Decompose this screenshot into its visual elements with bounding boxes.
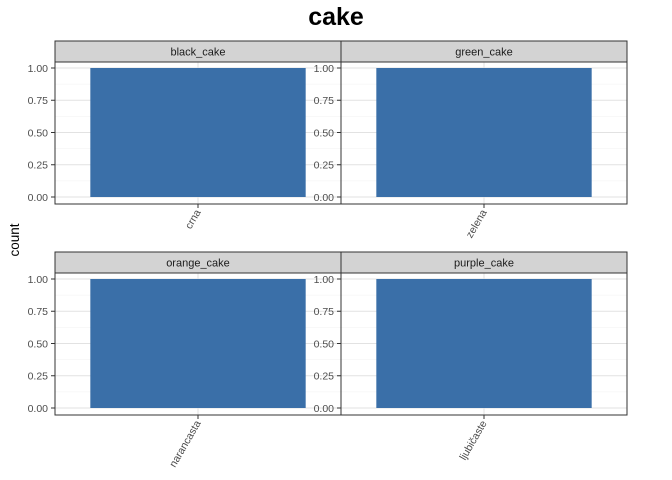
y-tick-label: 0.50 <box>28 127 49 139</box>
y-axis-title: count <box>7 223 22 256</box>
y-tick-label: 0.25 <box>314 371 335 383</box>
facet-panel-green_cake: green_cake 0.00 0.25 0.50 0.75 1.00 zelena <box>314 40 628 240</box>
facet-panel-orange_cake: orange_cake 0.00 0.25 0.50 0.75 1.00 narancast… <box>28 251 342 469</box>
y-tick-label: 1.00 <box>314 63 335 75</box>
y-tick-label: 0.00 <box>28 192 49 204</box>
y-tick-label: 1.00 <box>28 63 49 75</box>
y-tick-label: 0.50 <box>314 127 335 139</box>
facet-strip-label: black_cake <box>170 47 225 59</box>
chart-title: cake <box>308 3 364 31</box>
x-tick-label: zelena <box>464 207 490 240</box>
y-tick-label: 0.75 <box>314 95 335 107</box>
y-tick-label: 0.75 <box>314 306 335 318</box>
x-tick-label: narancasta <box>167 418 203 469</box>
bar-crna <box>90 68 306 197</box>
x-tick-label: crna <box>183 207 204 231</box>
y-tick-label: 0.00 <box>314 403 335 415</box>
y-tick-label: 0.75 <box>28 306 49 318</box>
bar-zelena <box>376 68 592 197</box>
facet-panel-purple_cake: purple_cake 0.00 0.25 0.50 0.75 1.00 ljubičast… <box>314 251 628 462</box>
panel-border <box>340 272 628 416</box>
y-tick-label: 0.25 <box>28 371 49 383</box>
y-tick-label: 1.00 <box>314 274 335 286</box>
y-tick-label: 0.25 <box>28 160 49 172</box>
bar-narancasta <box>90 279 306 408</box>
facet-strip-label: purple_cake <box>454 258 514 270</box>
facet-panel-black_cake: black_cake 0.00 0.25 0.50 0.75 1.00 crna <box>28 40 342 231</box>
panel-border <box>340 61 628 205</box>
y-tick-label: 0.25 <box>314 160 335 172</box>
facet-strip-label: orange_cake <box>166 258 230 270</box>
y-tick-label: 0.50 <box>314 338 335 350</box>
bar-ljubičaste <box>376 279 592 408</box>
y-tick-label: 0.00 <box>314 192 335 204</box>
y-tick-label: 1.00 <box>28 274 49 286</box>
y-tick-label: 0.50 <box>28 338 49 350</box>
x-tick-label: ljubičaste <box>457 418 489 462</box>
y-tick-label: 0.75 <box>28 95 49 107</box>
facet-strip-label: green_cake <box>455 47 513 59</box>
y-tick-label: 0.00 <box>28 403 49 415</box>
